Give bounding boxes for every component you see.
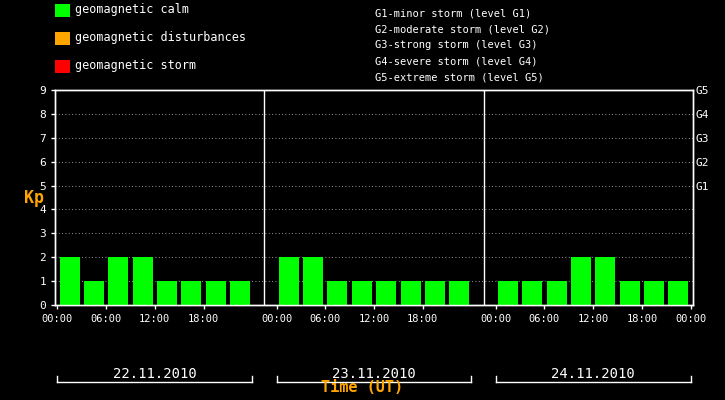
Text: 23.11.2010: 23.11.2010: [332, 367, 416, 381]
Bar: [59, 257, 80, 305]
Bar: [328, 281, 347, 305]
Bar: [595, 257, 616, 305]
Text: G2-moderate storm (level G2): G2-moderate storm (level G2): [375, 24, 550, 34]
Bar: [668, 281, 688, 305]
Bar: [181, 281, 202, 305]
Bar: [157, 281, 177, 305]
Bar: [230, 281, 250, 305]
Bar: [522, 281, 542, 305]
Bar: [108, 257, 128, 305]
Bar: [547, 281, 567, 305]
Text: G5-extreme storm (level G5): G5-extreme storm (level G5): [375, 72, 544, 82]
Bar: [279, 257, 299, 305]
Bar: [425, 281, 445, 305]
Bar: [206, 281, 225, 305]
Bar: [620, 281, 639, 305]
Text: G3-strong storm (level G3): G3-strong storm (level G3): [375, 40, 537, 50]
Text: geomagnetic disturbances: geomagnetic disturbances: [75, 32, 246, 44]
Bar: [376, 281, 396, 305]
Bar: [303, 257, 323, 305]
Bar: [450, 281, 469, 305]
Bar: [352, 281, 372, 305]
Bar: [644, 281, 664, 305]
Bar: [84, 281, 104, 305]
Text: geomagnetic storm: geomagnetic storm: [75, 60, 196, 72]
Bar: [133, 257, 153, 305]
Text: Time (UT): Time (UT): [321, 380, 404, 395]
Bar: [498, 281, 518, 305]
Text: G4-severe storm (level G4): G4-severe storm (level G4): [375, 56, 537, 66]
Bar: [400, 281, 420, 305]
Text: geomagnetic calm: geomagnetic calm: [75, 4, 189, 16]
Text: 24.11.2010: 24.11.2010: [551, 367, 635, 381]
Text: G1-minor storm (level G1): G1-minor storm (level G1): [375, 8, 531, 18]
Bar: [571, 257, 591, 305]
Text: 22.11.2010: 22.11.2010: [113, 367, 196, 381]
Y-axis label: Kp: Kp: [24, 188, 44, 206]
